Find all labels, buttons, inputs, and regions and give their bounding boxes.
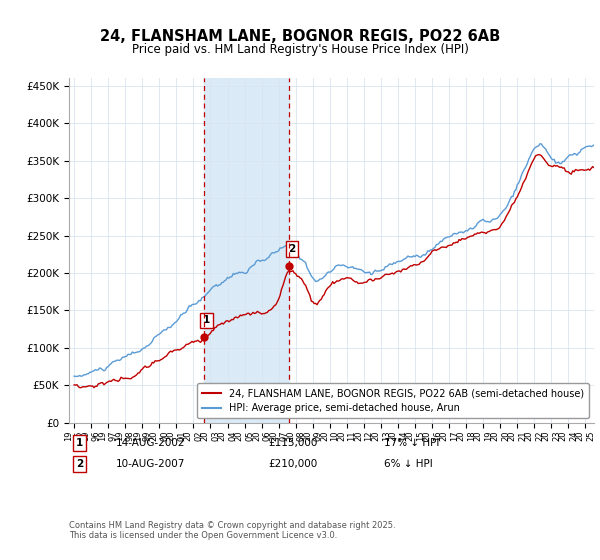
Text: 10-AUG-2007: 10-AUG-2007: [116, 459, 185, 469]
Text: Price paid vs. HM Land Registry's House Price Index (HPI): Price paid vs. HM Land Registry's House …: [131, 43, 469, 56]
Text: 14-AUG-2002: 14-AUG-2002: [116, 438, 186, 448]
Text: 1: 1: [203, 315, 210, 325]
Legend: 24, FLANSHAM LANE, BOGNOR REGIS, PO22 6AB (semi-detached house), HPI: Average pr: 24, FLANSHAM LANE, BOGNOR REGIS, PO22 6A…: [197, 384, 589, 418]
Text: £210,000: £210,000: [269, 459, 318, 469]
Text: 1: 1: [76, 438, 83, 448]
Text: Contains HM Land Registry data © Crown copyright and database right 2025.
This d: Contains HM Land Registry data © Crown c…: [69, 521, 395, 540]
Bar: [204, 78, 289, 423]
Text: 17% ↓ HPI: 17% ↓ HPI: [384, 438, 439, 448]
Text: 24, FLANSHAM LANE, BOGNOR REGIS, PO22 6AB: 24, FLANSHAM LANE, BOGNOR REGIS, PO22 6A…: [100, 29, 500, 44]
Text: 6% ↓ HPI: 6% ↓ HPI: [384, 459, 433, 469]
Text: £115,000: £115,000: [269, 438, 318, 448]
Text: 2: 2: [288, 244, 295, 254]
Text: 2: 2: [76, 459, 83, 469]
